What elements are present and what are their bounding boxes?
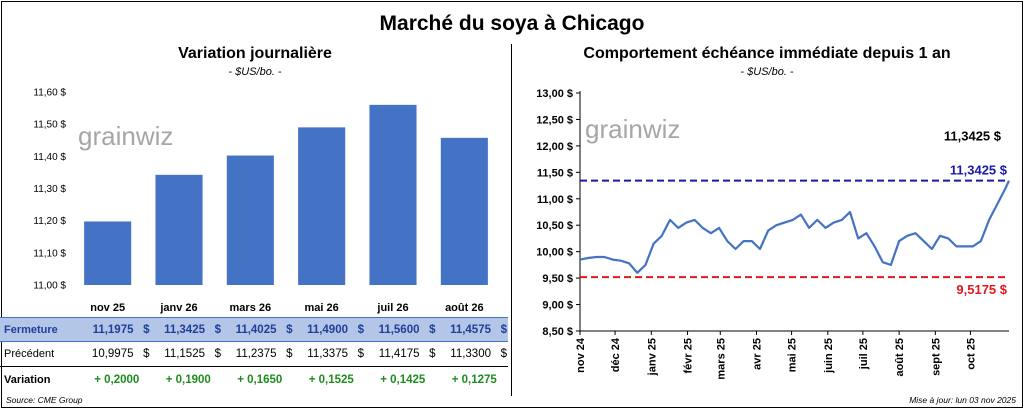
precedent-value: 11,3375 bbox=[307, 348, 348, 360]
y-tick-label: 12,50 $ bbox=[536, 114, 573, 126]
y-tick-label: 9,50 $ bbox=[542, 273, 573, 285]
x-tick-label: févr 25 bbox=[683, 338, 695, 373]
x-tick-label: nov 25 bbox=[90, 302, 125, 314]
y-tick-label: 11,00 $ bbox=[537, 194, 573, 206]
x-tick-label: déc 24 bbox=[610, 337, 622, 372]
y-tick-label: 11,30 $ bbox=[33, 184, 66, 195]
precedent-value: 11,4175 bbox=[378, 348, 420, 360]
variation-cell: + 0,1900 bbox=[165, 374, 211, 386]
currency-symbol: $ bbox=[143, 324, 150, 336]
precedent-value: 11,1525 bbox=[164, 348, 205, 360]
y-tick-label: 11,20 $ bbox=[33, 216, 66, 227]
y-tick-label: 11,50 $ bbox=[537, 167, 573, 179]
variation-cell: + 0,1425 bbox=[380, 374, 426, 386]
variation-cell: + 0,1275 bbox=[451, 374, 497, 386]
x-tick-label: nov 24 bbox=[575, 337, 587, 373]
main-title: Marché du soya à Chicago bbox=[379, 12, 645, 35]
x-tick-label: août 25 bbox=[894, 338, 906, 377]
currency-symbol: $ bbox=[429, 348, 436, 360]
update-note: Mise à jour: lun 03 nov 2025 bbox=[909, 395, 1016, 405]
fermeture-value: 11,3425 bbox=[164, 324, 205, 336]
x-tick-label: juil 25 bbox=[858, 338, 870, 370]
right-chart-unit: - $US/bo. - bbox=[740, 66, 794, 78]
x-tick-label: avr 25 bbox=[752, 338, 764, 370]
y-tick-label: 13,00 $ bbox=[536, 88, 573, 100]
variation-label: Variation bbox=[4, 374, 51, 386]
y-tick-label: 11,60 $ bbox=[33, 88, 66, 99]
x-tick-label: sept 25 bbox=[930, 338, 942, 376]
fermeture-value: 11,5600 bbox=[378, 324, 420, 336]
fermeture-value: 11,4025 bbox=[235, 324, 277, 336]
reference-line-label: 9,5175 $ bbox=[956, 282, 1007, 297]
precedent-value: 11,3300 bbox=[450, 348, 491, 360]
grainwiz-watermark: grainwiz bbox=[585, 114, 680, 144]
x-tick-label: mai 26 bbox=[305, 302, 339, 314]
left-chart-title: Variation journalière bbox=[178, 45, 332, 62]
y-tick-label: 11,40 $ bbox=[33, 152, 66, 163]
precedent-value: 10,9975 bbox=[91, 348, 134, 360]
panel-divider bbox=[511, 44, 512, 396]
table-row-variation: Variation + 0,2000 + 0,1900 + 0,1650 + 0,15… bbox=[0, 368, 508, 393]
bar bbox=[155, 174, 203, 285]
currency-symbol: $ bbox=[357, 324, 364, 336]
price-line bbox=[579, 180, 1010, 274]
left-chart-unit: - $US/bo. - bbox=[228, 66, 282, 78]
y-tick-label: 11,50 $ bbox=[33, 120, 66, 131]
x-tick-label: janv 26 bbox=[159, 302, 197, 314]
y-tick-label: 8,50 $ bbox=[542, 326, 573, 338]
y-tick-label: 11,10 $ bbox=[33, 248, 66, 259]
bar bbox=[298, 127, 346, 285]
precedent-value: 11,2375 bbox=[235, 348, 277, 360]
x-tick-label: juin 25 bbox=[823, 338, 835, 374]
x-tick-label: mars 25 bbox=[715, 338, 727, 380]
x-tick-label: mai 25 bbox=[787, 338, 799, 372]
fermeture-label: Fermeture bbox=[4, 324, 58, 336]
y-tick-label: 10,50 $ bbox=[536, 220, 573, 232]
x-tick-label: oct 25 bbox=[965, 338, 977, 370]
x-tick-label: janv 25 bbox=[646, 338, 658, 376]
bar bbox=[369, 104, 417, 285]
source-note: Source: CME Group bbox=[6, 395, 83, 405]
currency-symbol: $ bbox=[143, 348, 150, 360]
variation-cell: + 0,1525 bbox=[308, 374, 354, 386]
bar bbox=[226, 155, 274, 285]
variation-cell: + 0,2000 bbox=[94, 374, 140, 386]
x-tick-label: mars 26 bbox=[230, 302, 272, 314]
reference-line-label: 11,3425 $ bbox=[950, 163, 1008, 178]
table-row-precedent: Précédent 10,9975 $11,1525 $11,2375 $11,337… bbox=[0, 342, 508, 367]
currency-symbol: $ bbox=[357, 348, 364, 360]
x-tick-label: juil 26 bbox=[376, 302, 408, 314]
bar-chart: grainwiz 11,00 $ 11,10 $ 11,20 $ 11,30 $ 11,4… bbox=[33, 88, 488, 314]
currency-symbol: $ bbox=[214, 348, 221, 360]
currency-symbol: $ bbox=[429, 324, 436, 336]
table-row-fermeture: Fermeture 11,1975 $11,3425 $11,4025 $11,490… bbox=[0, 317, 508, 342]
y-tick-label: 11,00 $ bbox=[33, 281, 66, 292]
right-chart-title: Comportement échéance immédiate depuis 1… bbox=[583, 45, 951, 62]
currency-symbol: $ bbox=[286, 324, 293, 336]
precedent-label: Précédent bbox=[4, 348, 55, 360]
currency-symbol: $ bbox=[500, 324, 507, 336]
line-chart: grainwiz 8,50 $ 9,00 $ 9,50 $ 10,00 $ 10,50 $… bbox=[536, 88, 1010, 380]
currency-symbol: $ bbox=[286, 348, 293, 360]
x-tick-label: août 26 bbox=[445, 302, 484, 314]
currency-symbol: $ bbox=[214, 324, 221, 336]
currency-symbol: $ bbox=[500, 348, 507, 360]
y-tick-label: 10,00 $ bbox=[536, 247, 573, 259]
fermeture-value: 11,4575 bbox=[450, 324, 491, 336]
variation-cell: + 0,1650 bbox=[237, 374, 283, 386]
fermeture-value: 11,4900 bbox=[307, 324, 348, 336]
y-tick-label: 12,00 $ bbox=[536, 141, 573, 153]
y-tick-label: 9,00 $ bbox=[542, 300, 573, 312]
bar bbox=[440, 137, 488, 285]
fermeture-value: 11,1975 bbox=[92, 324, 134, 336]
last-value-label: 11,3425 $ bbox=[944, 129, 1002, 144]
grainwiz-watermark: grainwiz bbox=[78, 121, 173, 151]
bar bbox=[84, 221, 132, 285]
